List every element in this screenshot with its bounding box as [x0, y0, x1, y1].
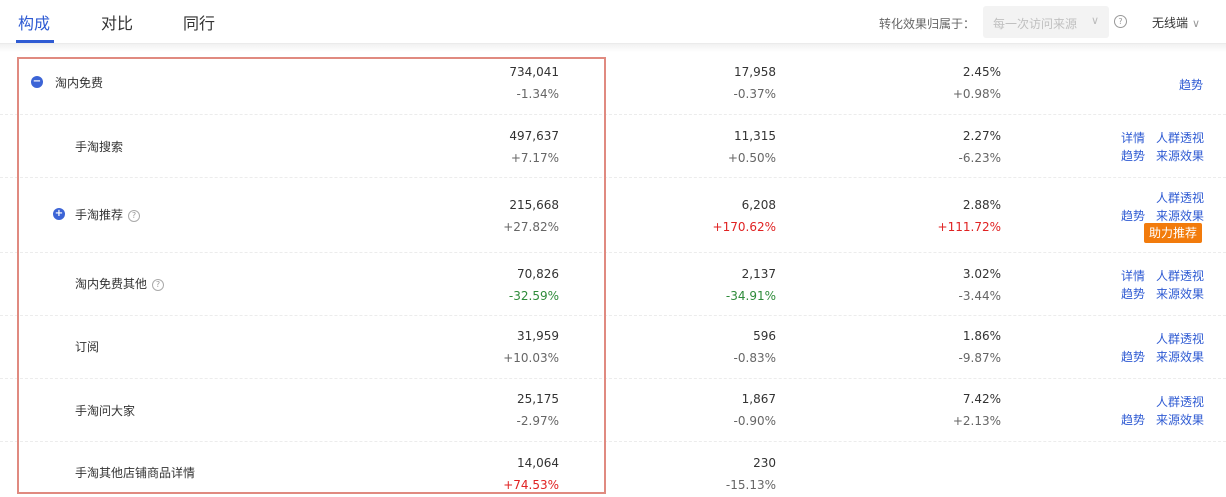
buyers-value: 6,208: [741, 198, 776, 212]
row-name: 手淘其他店铺商品详情: [75, 466, 196, 480]
row-name: 淘内免费: [55, 76, 104, 90]
conversion-rate: 1.86%: [962, 329, 1001, 343]
audience-link[interactable]: 人群透视: [1156, 395, 1205, 409]
question-circle-icon[interactable]: ?: [128, 210, 141, 222]
row-name: 手淘问大家: [75, 404, 136, 418]
visitors-value: 497,637: [509, 129, 559, 143]
buyers-change: -34.91%: [725, 289, 776, 303]
source-effect-link[interactable]: 来源效果: [1156, 149, 1205, 163]
tab-composition[interactable]: 构成: [18, 14, 51, 33]
attribution-select-value: 每一次访问来源: [993, 17, 1078, 31]
trend-link[interactable]: 趋势: [1121, 413, 1146, 427]
visitors-value: 215,668: [509, 198, 559, 212]
active-tab-indicator: [16, 40, 54, 43]
visitors-value: 31,959: [517, 329, 559, 343]
visitors-value: 70,826: [517, 267, 559, 281]
trend-link[interactable]: 趋势: [1179, 78, 1204, 92]
visitors-change: -1.34%: [516, 87, 559, 101]
conversion-rate: 2.88%: [962, 198, 1001, 212]
visitors-value: 14,064: [517, 456, 559, 470]
top-bar: 构成 对比 同行 转化效果归属于： 每一次访问来源 ∨ ? 无线端 ∨: [0, 0, 1226, 44]
table-row: 手淘其他店铺商品详情 14,064 +74.53% 230 -15.13%: [0, 442, 1226, 497]
audience-link[interactable]: 人群透视: [1156, 332, 1205, 346]
audience-link[interactable]: 人群透视: [1156, 131, 1205, 145]
audience-link[interactable]: 人群透视: [1156, 191, 1205, 205]
row-name-text: 淘内免费其他: [75, 277, 148, 291]
visitors-change: -32.59%: [508, 289, 559, 303]
buyers-value: 230: [753, 456, 776, 470]
chevron-down-icon: ∨: [1192, 17, 1201, 30]
conversion-rate: 7.42%: [962, 392, 1001, 406]
detail-link[interactable]: 详情: [1121, 269, 1146, 283]
row-name: 手淘搜索: [75, 140, 124, 154]
attribution-label: 转化效果归属于：: [879, 17, 976, 31]
question-circle-icon[interactable]: ?: [1114, 15, 1127, 28]
tab-peers[interactable]: 同行: [183, 14, 216, 33]
source-effect-link[interactable]: 来源效果: [1156, 209, 1205, 223]
table-row: − 淘内免费 734,041 -1.34% 17,958 -0.37% 2.45…: [0, 52, 1226, 115]
detail-link[interactable]: 详情: [1121, 131, 1146, 145]
conversion-rate: 3.02%: [962, 267, 1001, 281]
table-row: 淘内免费其他? 70,826 -32.59% 2,137 -34.91% 3.0…: [0, 253, 1226, 316]
row-name: 手淘推荐?: [75, 206, 141, 223]
visitors-change: +7.17%: [510, 151, 559, 165]
table-row: + 手淘推荐? 215,668 +27.82% 6,208 +170.62% 2…: [0, 178, 1226, 253]
conversion-rate-change: -3.44%: [958, 289, 1001, 303]
trend-link[interactable]: 趋势: [1121, 149, 1146, 163]
buyers-change: +170.62%: [712, 220, 776, 234]
buyers-value: 11,315: [734, 129, 776, 143]
table-row: 手淘搜索 497,637 +7.17% 11,315 +0.50% 2.27% …: [0, 115, 1226, 178]
question-circle-icon[interactable]: ?: [152, 279, 165, 291]
buyers-value: 2,137: [741, 267, 776, 281]
boost-recommend-badge[interactable]: 助力推荐: [1144, 223, 1203, 243]
device-select-value: 无线端: [1152, 16, 1189, 30]
visitors-change: +10.03%: [503, 351, 559, 365]
device-select[interactable]: 无线端 ∨: [1152, 14, 1200, 31]
conversion-rate-change: +111.72%: [937, 220, 1001, 234]
buyers-change: -0.37%: [733, 87, 776, 101]
row-name: 淘内免费其他?: [75, 275, 165, 292]
conversion-rate: 2.45%: [962, 65, 1001, 79]
tab-comparison[interactable]: 对比: [101, 14, 134, 33]
attribution-select[interactable]: 每一次访问来源 ∨: [983, 6, 1109, 38]
header-shadow: [0, 44, 1226, 52]
conversion-rate-change: -6.23%: [958, 151, 1001, 165]
trend-link[interactable]: 趋势: [1121, 287, 1146, 301]
visitors-change: +74.53%: [503, 478, 559, 492]
conversion-rate: 2.27%: [962, 129, 1001, 143]
source-effect-link[interactable]: 来源效果: [1156, 287, 1205, 301]
source-effect-link[interactable]: 来源效果: [1156, 413, 1205, 427]
chevron-down-icon: ∨: [1090, 14, 1099, 27]
source-effect-link[interactable]: 来源效果: [1156, 350, 1205, 364]
row-name-text: 手淘推荐: [75, 208, 124, 222]
collapse-icon[interactable]: −: [31, 76, 43, 88]
buyers-change: -0.83%: [733, 351, 776, 365]
visitors-value: 734,041: [509, 65, 559, 79]
table-row: 手淘问大家 25,175 -2.97% 1,867 -0.90% 7.42% +…: [0, 379, 1226, 442]
buyers-value: 17,958: [734, 65, 776, 79]
audience-link[interactable]: 人群透视: [1156, 269, 1205, 283]
buyers-change: -0.90%: [733, 414, 776, 428]
conversion-rate-change: +0.98%: [952, 87, 1001, 101]
buyers-change: -15.13%: [725, 478, 776, 492]
expand-icon[interactable]: +: [53, 208, 65, 220]
table-row: 订阅 31,959 +10.03% 596 -0.83% 1.86% -9.87…: [0, 316, 1226, 379]
visitors-change: +27.82%: [503, 220, 559, 234]
visitors-change: -2.97%: [516, 414, 559, 428]
buyers-change: +0.50%: [727, 151, 776, 165]
buyers-value: 1,867: [741, 392, 776, 406]
trend-link[interactable]: 趋势: [1121, 350, 1146, 364]
row-name: 订阅: [75, 340, 100, 354]
buyers-value: 596: [753, 329, 776, 343]
conversion-rate-change: +2.13%: [952, 414, 1001, 428]
visitors-value: 25,175: [517, 392, 559, 406]
trend-link[interactable]: 趋势: [1121, 209, 1146, 223]
conversion-rate-change: -9.87%: [958, 351, 1001, 365]
